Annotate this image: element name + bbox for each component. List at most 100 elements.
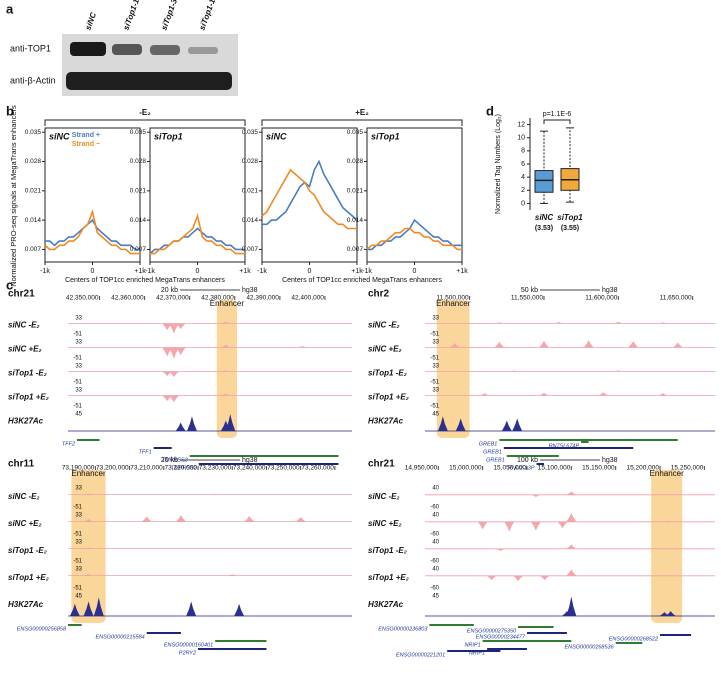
coordinate-label: 11,550,000	[511, 295, 543, 302]
blot-band	[188, 47, 218, 54]
enhancer-box	[651, 470, 683, 623]
panel-label: d	[486, 103, 494, 118]
y-tick-label: 0.007	[25, 246, 42, 253]
category-sublabel: (3.55)	[561, 225, 579, 232]
track-scale-label: 33	[75, 540, 82, 546]
coordinate-label: 73,250,000	[267, 465, 300, 472]
blot-band	[66, 72, 232, 90]
y-tick-label: 0.014	[130, 217, 147, 224]
y-tick-label: 0	[521, 200, 525, 207]
chromosome-label: chr21	[368, 459, 395, 470]
signal-peak	[162, 347, 173, 357]
coordinate-label: 14,950,000	[405, 465, 438, 472]
signal-peak	[162, 395, 173, 402]
assembly-label: hg38	[602, 287, 618, 294]
gene-label: ENSG00000275350	[467, 628, 517, 634]
track-label: siTop1 +E₂	[8, 573, 49, 582]
track-scale-label: 33	[432, 364, 439, 370]
track-scale-label: -51	[73, 404, 82, 410]
track-label: siTop1 -E₂	[368, 546, 407, 555]
track-scale-label: -51	[73, 380, 82, 386]
profile-line	[366, 227, 462, 251]
signal-peak	[220, 393, 231, 396]
y-tick-label: 0.028	[25, 158, 42, 165]
coordinate-label: 15,000,000	[449, 465, 482, 472]
track-scale-label: 33	[432, 316, 439, 322]
coordinate-label: 73,200,000	[96, 465, 129, 472]
y-tick-label: 0.028	[130, 158, 147, 165]
signal-peak	[538, 340, 549, 348]
gene-label: ENSG00000256858	[17, 626, 67, 632]
profile-line	[45, 218, 140, 251]
track-scale-label: 45	[75, 412, 82, 418]
signal-peak	[566, 569, 577, 576]
y-tick-label: 0.021	[242, 188, 259, 195]
plot-title: siTop1	[154, 131, 183, 141]
signal-peak	[83, 493, 94, 495]
signal-peak	[566, 491, 577, 495]
track-scale-label: -51	[430, 356, 439, 362]
gene-label: GREB1	[486, 457, 505, 463]
y-tick-label: 0.035	[25, 129, 42, 136]
track-scale-label: 33	[75, 388, 82, 394]
profile-line	[261, 168, 357, 230]
track-scale-label: 33	[75, 486, 82, 492]
x-tick-label: -1k	[145, 268, 155, 275]
signal-peak	[665, 611, 676, 616]
blot-band	[150, 45, 180, 55]
group-bracket	[44, 119, 246, 126]
p-bracket	[543, 119, 571, 124]
profile-line	[150, 213, 245, 255]
x-tick-label: +1k	[456, 268, 468, 275]
track-label: siNC +E₂	[8, 345, 42, 354]
signal-peak	[93, 597, 104, 616]
lane-label: siNC	[83, 11, 98, 31]
y-tick-label: 2	[521, 187, 525, 194]
gene-label: TFF2	[62, 441, 75, 447]
gene-label: NRIP1	[469, 650, 485, 656]
track-scale-label: -60	[430, 586, 439, 592]
track-label: siNC -E₂	[368, 492, 400, 501]
coordinate-label: 73,190,000	[62, 465, 95, 472]
signal-peak	[244, 515, 255, 522]
coordinate-label: 42,360,000	[111, 295, 144, 302]
signal-peak	[530, 521, 541, 531]
plot-title: siNC	[266, 131, 287, 141]
y-axis-label: Normalized PRO-seq signals at MegaTrans …	[9, 105, 18, 287]
signal-peak	[210, 493, 221, 495]
signal-peak	[479, 393, 490, 396]
coordinate-label: 11,600,000	[585, 295, 617, 302]
enhancer-box	[436, 300, 470, 438]
coordinate-label: 73,240,000	[233, 465, 266, 472]
track-scale-label: 33	[75, 316, 82, 322]
y-tick-label: 0.035	[130, 129, 147, 136]
signal-peak	[477, 521, 488, 530]
x-axis-label: Centers of TOP1cc enriched MegaTrans enh…	[282, 277, 442, 284]
plot-title: siNC	[49, 131, 70, 141]
track-scale-label: -51	[73, 332, 82, 338]
track-scale-label: 33	[75, 364, 82, 370]
gene-label: ENSG00000236803	[378, 626, 428, 632]
track-label: siTop1 -E₂	[8, 369, 47, 378]
track-scale-label: -60	[430, 505, 439, 511]
track-scale-label: 45	[75, 594, 82, 600]
enhancer-label: Enhancer	[436, 299, 471, 308]
track-scale-label: -51	[73, 505, 82, 511]
assembly-label: hg38	[602, 457, 618, 464]
signal-peak	[455, 418, 466, 431]
track-label: siNC +E₂	[368, 345, 402, 354]
signal-peak	[657, 322, 668, 324]
signal-peak	[583, 340, 594, 348]
group-label: +E₂	[355, 108, 369, 117]
row-label: anti-β-Actin	[10, 75, 56, 85]
gene-label: ENSG00000221201	[396, 652, 445, 658]
panel-label: b	[6, 103, 14, 118]
profile-line	[149, 227, 245, 255]
x-tick-label: +1k	[351, 268, 363, 275]
y-axis-label: Normalized Tag Numbers (Log₂)	[495, 114, 502, 214]
signal-peak	[295, 516, 306, 522]
signal-peak	[141, 516, 152, 522]
track-label: siNC -E₂	[8, 492, 40, 501]
y-tick-label: 0.028	[242, 158, 259, 165]
